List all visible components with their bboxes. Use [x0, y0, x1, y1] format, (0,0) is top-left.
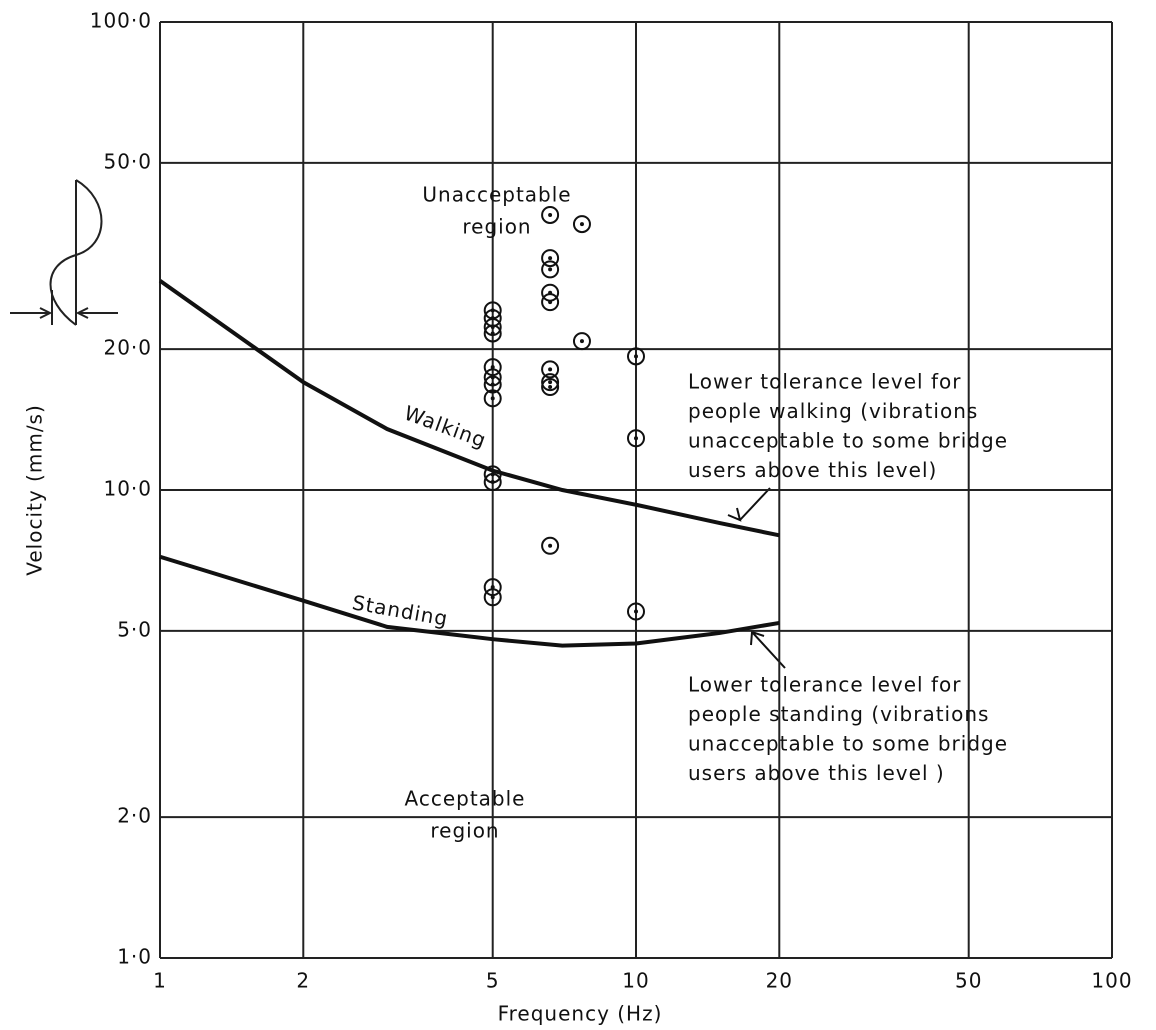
- data-point: [574, 333, 590, 349]
- point-dot: [634, 354, 638, 358]
- x-tick-label: 100: [1091, 969, 1132, 993]
- wave-symbol: [10, 180, 118, 325]
- data-point: [542, 285, 558, 301]
- curve: [160, 281, 779, 536]
- x-tick-label: 10: [622, 969, 649, 993]
- arrows: [728, 488, 785, 668]
- point-dot: [548, 267, 552, 271]
- y-tick-label: 2·0: [117, 804, 152, 828]
- point-dot: [548, 385, 552, 389]
- point-dot: [491, 595, 495, 599]
- point-dot: [491, 383, 495, 387]
- chart: Frequency (Hz) Velocity (mm/s) 1 2 5 10 20 50…: [0, 0, 1156, 1030]
- x-tick-label: 20: [766, 969, 793, 993]
- y-axis-label: Velocity (mm/s): [23, 404, 47, 576]
- annotation: Unacceptable: [422, 183, 571, 207]
- x-tick-label: 1: [153, 969, 167, 993]
- y-tick-label: 1·0: [117, 945, 152, 969]
- curve: [160, 557, 779, 646]
- x-axis-label: Frequency (Hz): [498, 1002, 663, 1026]
- annotation: Acceptable: [405, 787, 526, 811]
- x-tick-label: 5: [486, 969, 500, 993]
- point-dot: [634, 436, 638, 440]
- x-tick-label: 50: [955, 969, 982, 993]
- y-tick-label: 20·0: [103, 336, 152, 360]
- annotation: Lower tolerance level for: [688, 673, 961, 697]
- data-point: [542, 207, 558, 223]
- annotation: people walking (vibrations: [688, 399, 978, 423]
- data-point: [542, 261, 558, 277]
- point-dot: [491, 331, 495, 335]
- data-point: [542, 294, 558, 310]
- point-dot: [580, 222, 584, 226]
- annotation: region: [430, 819, 499, 843]
- annotation: unacceptable to some bridge: [688, 429, 1008, 453]
- data-point: [542, 538, 558, 554]
- point-dot: [548, 544, 552, 548]
- annotation: users above this level): [688, 458, 937, 482]
- point-dot: [548, 300, 552, 304]
- annotation: unacceptable to some bridge: [688, 732, 1008, 756]
- data-point: [574, 216, 590, 232]
- point-dot: [548, 367, 552, 371]
- point-dot: [548, 256, 552, 260]
- y-tick-label: 50·0: [103, 149, 152, 173]
- curve-label: Walking: [401, 401, 490, 453]
- point-dot: [491, 480, 495, 484]
- point-dot: [634, 610, 638, 614]
- x-tick-label: 2: [296, 969, 310, 993]
- annotation: region: [462, 215, 531, 239]
- y-tick-label: 5·0: [117, 617, 152, 641]
- annotation: people standing (vibrations: [688, 702, 989, 726]
- point-dot: [580, 339, 584, 343]
- curve-label: Standing: [350, 590, 450, 630]
- point-dot: [491, 396, 495, 400]
- annotation: Lower tolerance level for: [688, 370, 961, 394]
- y-tick-label: 10·0: [103, 477, 152, 501]
- annotation: users above this level ): [688, 761, 945, 785]
- point-dot: [548, 380, 552, 384]
- point-dot: [548, 213, 552, 217]
- y-tick-label: 100·0: [90, 9, 152, 33]
